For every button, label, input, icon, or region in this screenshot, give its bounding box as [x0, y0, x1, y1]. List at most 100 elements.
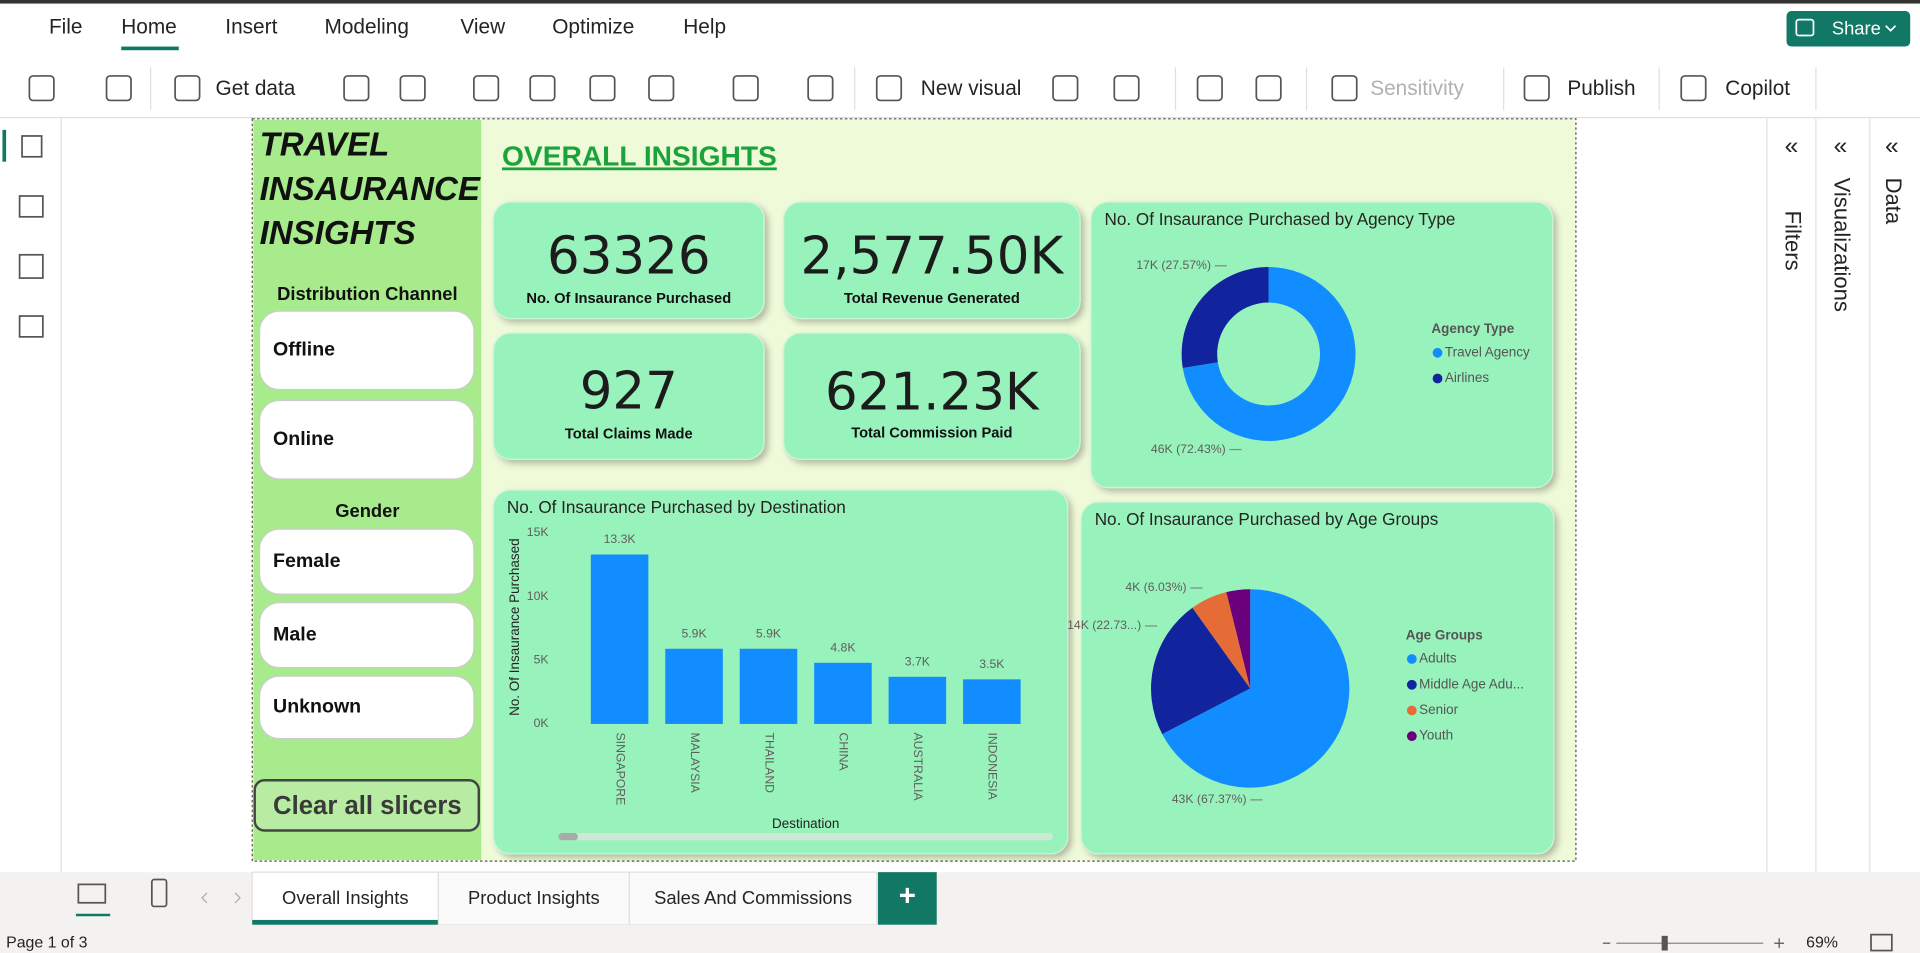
pie-slice[interactable] [1151, 607, 1251, 735]
bar[interactable] [888, 676, 947, 724]
page-tab[interactable] [628, 871, 878, 926]
page-status: Page 1 of 3 [6, 934, 88, 951]
data-label: 5.9K [681, 626, 707, 640]
page-tab[interactable] [251, 871, 439, 926]
slicer-label[interactable]: Online [273, 428, 334, 450]
add-page[interactable] [877, 872, 937, 925]
pane-label[interactable]: Filters [1781, 211, 1806, 271]
pane-label[interactable]: Visualizations [1830, 178, 1855, 312]
slicer-item[interactable] [258, 528, 475, 595]
pie-slice[interactable] [1226, 589, 1251, 689]
legend-label[interactable]: Travel Agency [1445, 344, 1530, 359]
y-tick-label: 5K [534, 652, 550, 666]
model-view[interactable] [18, 253, 44, 279]
tool-icon[interactable] [174, 75, 201, 102]
menu-item[interactable]: Modeling [324, 16, 408, 39]
kpi-value: 2,577.50K [801, 227, 1065, 287]
table-view[interactable] [18, 195, 44, 218]
slicer-label[interactable]: Male [273, 623, 317, 645]
tool-icon[interactable] [473, 75, 500, 102]
dax-view[interactable] [18, 315, 44, 338]
slicer-item[interactable] [258, 310, 475, 391]
scrollbar[interactable] [558, 832, 1054, 841]
tool-icon[interactable] [1680, 75, 1707, 102]
get-data[interactable]: Get data [216, 77, 296, 100]
legend-label[interactable]: Adults [1419, 651, 1457, 666]
data-label: 4K (6.03%) [1125, 580, 1186, 594]
legend-label[interactable]: Airlines [1445, 370, 1489, 385]
new-visual[interactable]: New visual [921, 77, 1022, 100]
tool-icon[interactable] [807, 75, 834, 102]
tool-icon[interactable] [105, 75, 132, 102]
mobile-view[interactable] [150, 878, 168, 908]
chart-title: No. Of Insaurance Purchased by Destinati… [507, 497, 846, 517]
zoom-plus[interactable] [1774, 938, 1785, 949]
tool-icon[interactable] [875, 75, 903, 102]
add-page-label[interactable]: + [899, 880, 916, 913]
pane-collapse[interactable]: « [1834, 132, 1848, 159]
slicer-label[interactable]: Unknown [273, 696, 361, 718]
pie-slice[interactable] [1162, 589, 1350, 788]
donut-slice[interactable] [1182, 267, 1356, 441]
pie-slice[interactable] [1192, 592, 1251, 689]
bar[interactable] [739, 648, 798, 724]
tool-icon[interactable] [1196, 75, 1223, 102]
menu-item[interactable]: File [49, 16, 83, 39]
tool-icon[interactable] [343, 75, 370, 102]
slicer-label[interactable]: Offline [273, 339, 335, 361]
publish[interactable]: Publish [1567, 77, 1635, 100]
menu-item[interactable]: View [460, 16, 506, 39]
pane-collapse[interactable]: « [1785, 132, 1799, 159]
menu-item[interactable]: Insert [225, 16, 277, 39]
report-title: TRAVEL [260, 127, 390, 164]
legend-label[interactable]: Youth [1419, 728, 1453, 743]
data-label: 46K (72.43%) [1151, 442, 1226, 456]
legend-swatch [1406, 705, 1417, 716]
pane-label[interactable]: Data [1881, 178, 1906, 225]
bar[interactable] [963, 679, 1021, 724]
report-view[interactable] [21, 135, 43, 158]
slicer-label[interactable]: Female [273, 550, 341, 572]
menu-item[interactable]: Help [683, 16, 726, 39]
desktop-view[interactable] [77, 883, 107, 904]
tool-icon[interactable] [732, 75, 759, 102]
slicer-item[interactable] [258, 602, 475, 669]
tool-icon[interactable] [1255, 75, 1282, 102]
menu-item[interactable]: Optimize [552, 16, 634, 39]
legend-label[interactable]: Senior [1419, 702, 1458, 717]
kpi-label: No. Of Insaurance Purchased [526, 291, 731, 307]
tool-icon[interactable] [648, 75, 675, 102]
bar[interactable] [665, 648, 723, 724]
tool-icon[interactable] [529, 75, 556, 102]
bar[interactable] [590, 554, 649, 724]
tab-arrows[interactable] [201, 892, 241, 904]
report-title: INSIGHTS [260, 215, 416, 252]
tool-icon[interactable] [1113, 75, 1140, 102]
tool-icon[interactable] [1331, 75, 1358, 102]
share-button[interactable] [1786, 11, 1911, 47]
slicer-item[interactable] [258, 399, 475, 480]
clear-button[interactable] [253, 779, 480, 832]
tool-icon[interactable] [1052, 75, 1079, 102]
tool-icon[interactable] [399, 75, 426, 102]
clear-label[interactable]: Clear all slicers [273, 792, 462, 820]
tab-label[interactable]: Overall Insights [282, 887, 409, 908]
zoom-thumb[interactable] [1661, 935, 1668, 951]
donut-slice[interactable] [1181, 267, 1269, 368]
tool-icon[interactable] [589, 75, 616, 102]
legend-label[interactable]: Middle Age Adu... [1419, 676, 1524, 691]
x-tick-label: INDONESIA [986, 733, 1000, 801]
tool-icon[interactable] [28, 75, 55, 102]
tab-label[interactable]: Product Insights [468, 887, 600, 908]
copilot[interactable]: Copilot [1725, 77, 1790, 100]
data-label: 17K (27.57%) [1136, 258, 1211, 272]
scroll-thumb[interactable] [558, 832, 578, 841]
pane-collapse[interactable]: « [1885, 132, 1899, 159]
bar[interactable] [814, 662, 872, 724]
tab-label[interactable]: Sales And Commissions [654, 887, 852, 908]
menu-item[interactable]: Home [121, 16, 177, 39]
tool-icon[interactable] [1523, 75, 1550, 102]
share-label[interactable]: Share [1832, 17, 1881, 38]
slicer-item[interactable] [258, 675, 475, 740]
fit-page[interactable] [1870, 933, 1893, 952]
